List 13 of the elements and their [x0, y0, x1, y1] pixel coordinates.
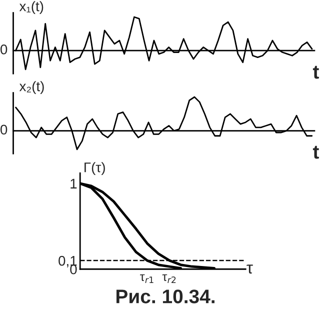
y-tick-label: 0,1 — [58, 256, 77, 268]
y-axis-title: x₁(t) — [19, 1, 44, 14]
x-axis-title: t — [312, 146, 319, 159]
x-axis-title: τ — [246, 264, 253, 274]
y-axis-title: Γ(τ) — [84, 162, 105, 176]
text: 0 — [0, 124, 8, 135]
x-axis-title: t — [312, 66, 319, 79]
y-tick-label: 1 — [70, 178, 77, 188]
text: 0 — [0, 44, 8, 54]
x-tick-label: τ$_{r1}$ — [140, 274, 154, 283]
x-tick-label: τ$_{r2}$ — [162, 274, 176, 283]
y-axis-title: x₂(t) — [19, 81, 44, 94]
text: Рис. 10.34. — [116, 290, 214, 304]
